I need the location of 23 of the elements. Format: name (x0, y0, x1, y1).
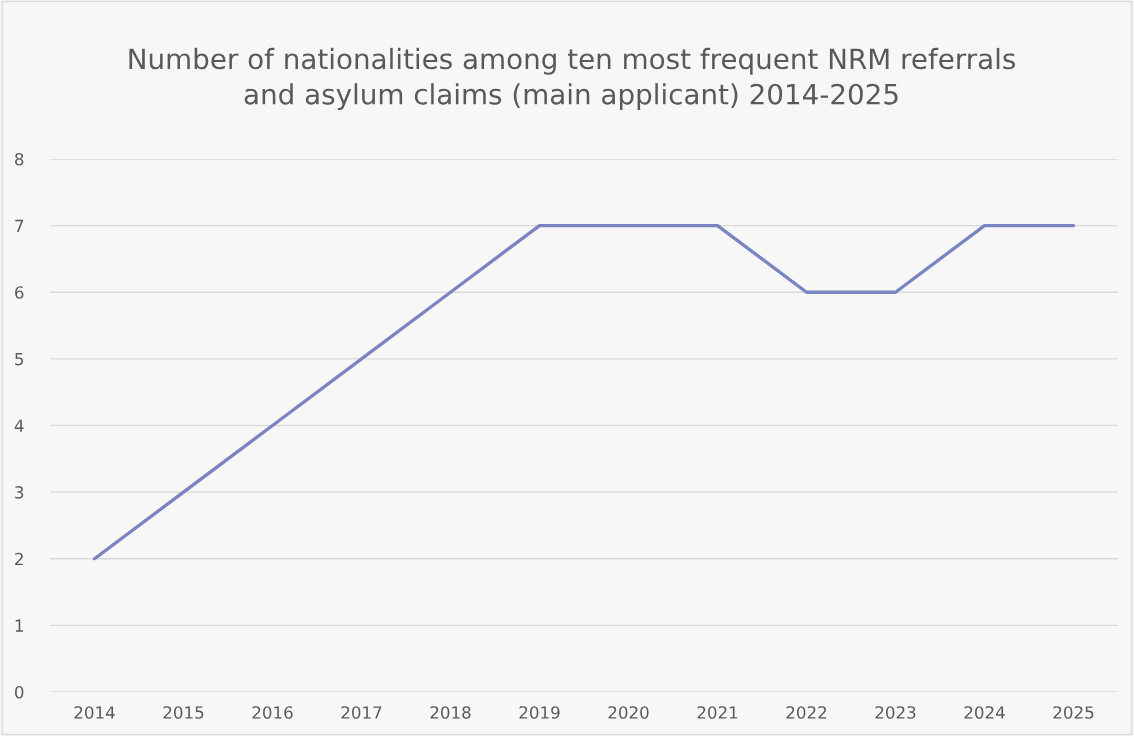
x-tick-label: 2016 (252, 706, 293, 719)
y-tick-label: 5 (15, 353, 24, 366)
x-tick-label: 2019 (519, 706, 560, 719)
x-tick-label: 2024 (964, 706, 1005, 719)
line-series (92, 223, 1076, 561)
x-tick-label: 2015 (163, 706, 204, 719)
y-tick-label: 3 (15, 486, 24, 499)
x-tick-label: 2025 (1053, 706, 1094, 719)
x-tick-label: 2023 (875, 706, 916, 719)
y-tick-label: 7 (15, 219, 24, 232)
y-tick-label: 1 (15, 619, 23, 632)
chart-title: Number of nationalities among ten most frequent NRM referrals and asylum claims (main applicant) 2014-2025 (129, 47, 1015, 111)
x-tick-label: 2022 (786, 706, 827, 719)
x-tick-label: 2021 (697, 706, 738, 719)
x-tick-label: 2014 (74, 706, 115, 719)
y-tick-label: 2 (15, 552, 23, 566)
x-tick-label: 2017 (341, 706, 382, 719)
y-tick-label: 6 (15, 286, 24, 299)
y-tick-label: 4 (14, 419, 24, 432)
y-tick-label: 0 (15, 685, 24, 699)
y-tick-label: 8 (15, 152, 24, 166)
x-tick-label: 2018 (430, 706, 471, 719)
x-tick-label: 2020 (608, 706, 649, 719)
